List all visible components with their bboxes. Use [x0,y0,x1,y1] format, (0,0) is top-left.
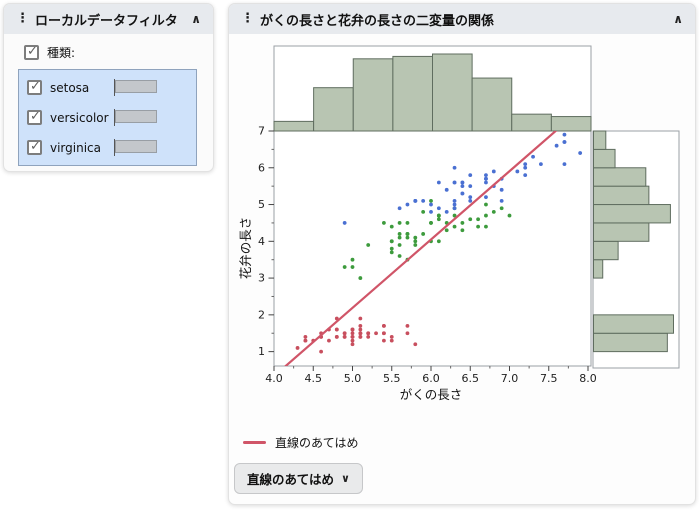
virginica-count-bar[interactable] [115,140,157,153]
menu-dots-icon[interactable]: ⋮ [16,11,29,26]
fit-line-swatch-icon [243,441,266,444]
filter-panel-title: ローカルデータフィルタ [35,13,178,29]
species-levels-box: setosa versicolor virginica [18,69,197,166]
collapse-chevron-icon[interactable]: ∧ [673,12,683,26]
local-data-filter-panel: ⋮ ローカルデータフィルタ ∧ 種類: setosa versicolor vi… [3,3,214,172]
linear-fit-dropdown-button[interactable]: 直線のあてはめ ∨ [234,463,363,494]
field-checkbox[interactable] [24,44,39,60]
svg-text:6.0: 6.0 [422,372,440,385]
svg-text:6.5: 6.5 [462,372,480,385]
field-label: 種類: [47,46,76,60]
bivariate-scatter-plot[interactable]: 1 2 3 4 5 6 7 4.0 4.5 5.0 5.5 6.0 6.5 7.0 7.5 8.0 がくの長さ 花… [229,36,697,432]
svg-text:6: 6 [258,161,265,174]
menu-dots-icon[interactable]: ⋮ [241,11,254,26]
svg-text:2: 2 [258,308,265,321]
virginica-checkbox[interactable] [27,139,42,155]
svg-text:3: 3 [258,272,265,285]
report-panel-header: ⋮ がくの長さと花弁の長さの二変量の関係 ∧ [229,4,695,34]
report-panel-title: がくの長さと花弁の長さの二変量の関係 [260,13,495,29]
svg-text:7.5: 7.5 [540,372,558,385]
svg-text:8.0: 8.0 [579,372,597,385]
svg-text:4.0: 4.0 [265,372,283,385]
filter-panel-header: ⋮ ローカルデータフィルタ ∧ [4,4,213,34]
versicolor-count-bar-axis [114,109,157,126]
chevron-down-icon: ∨ [341,472,350,485]
svg-text:4.5: 4.5 [305,372,323,385]
setosa-count-bar[interactable] [115,80,157,93]
bivariate-report-panel: ⋮ がくの長さと花弁の長さの二変量の関係 ∧ 1 2 3 4 5 6 7 4.0 4.5 5.0 5… [228,3,696,505]
setosa-checkbox[interactable] [27,79,42,95]
setosa-label: setosa [50,80,90,95]
versicolor-checkbox[interactable] [27,109,42,125]
fit-button-label: 直線のあてはめ [247,472,335,487]
virginica-label: virginica [50,140,101,155]
level-row-virginica: virginica [27,139,188,156]
level-row-versicolor: versicolor [27,109,188,126]
svg-text:花弁の長さ: 花弁の長さ [238,217,253,280]
svg-text:1: 1 [258,345,265,358]
field-row: 種類: [24,44,205,61]
virginica-count-bar-axis [114,139,157,156]
versicolor-count-bar[interactable] [115,110,157,123]
svg-text:4: 4 [258,235,265,248]
setosa-count-bar-axis [114,79,157,96]
svg-text:7.0: 7.0 [501,372,519,385]
svg-text:5.5: 5.5 [383,372,401,385]
svg-text:がくの長さ: がくの長さ [400,387,463,402]
svg-text:7: 7 [258,125,265,138]
filter-panel-body: 種類: setosa versicolor virginica [4,34,213,174]
collapse-chevron-icon[interactable]: ∧ [191,12,201,26]
fit-legend-label: 直線のあてはめ [275,436,359,450]
versicolor-label: versicolor [50,110,109,125]
svg-text:5: 5 [258,198,265,211]
svg-text:5.0: 5.0 [344,372,362,385]
level-row-setosa: setosa [27,79,188,96]
fit-legend: 直線のあてはめ [243,434,359,451]
